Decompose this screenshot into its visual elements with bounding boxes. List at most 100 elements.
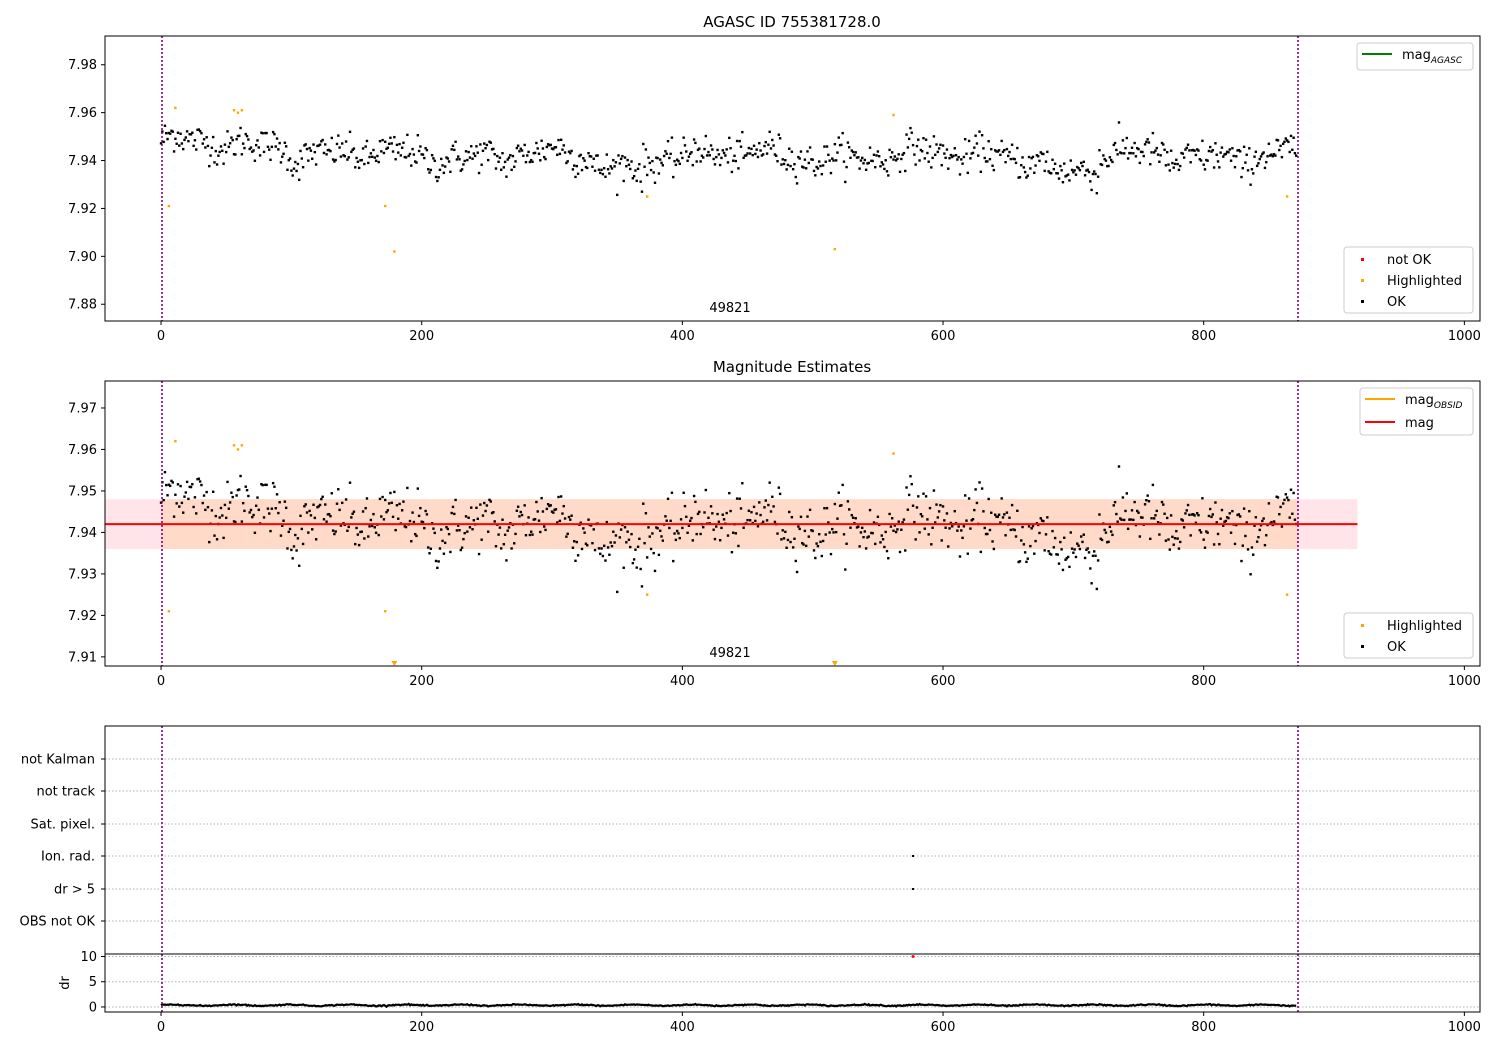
ok-point — [818, 532, 821, 536]
ok-point — [846, 141, 850, 144]
ok-point — [761, 520, 765, 524]
ok-point — [636, 545, 640, 548]
ok-point — [540, 496, 543, 500]
ok-point — [947, 545, 950, 548]
ok-point — [438, 168, 442, 172]
y-tick-label: 7.97 — [68, 401, 97, 416]
ok-point — [381, 495, 384, 499]
ok-point — [571, 168, 575, 171]
ok-point — [897, 520, 900, 523]
ok-point — [1276, 139, 1280, 142]
ok-point — [776, 160, 779, 163]
ok-point — [503, 533, 507, 536]
ok-point — [601, 554, 605, 558]
ok-point — [558, 152, 562, 156]
ok-point — [400, 146, 404, 149]
ok-point — [165, 132, 168, 135]
ok-point — [1237, 513, 1241, 516]
ok-point — [648, 535, 651, 538]
ok-point — [440, 528, 443, 531]
ok-point — [248, 147, 251, 151]
ok-point — [1149, 537, 1152, 541]
ok-point — [331, 158, 335, 161]
ok-point — [815, 542, 818, 545]
ok-point — [1145, 140, 1148, 144]
ok-point — [944, 156, 947, 160]
ok-point — [655, 526, 658, 529]
ok-point — [687, 155, 691, 158]
ok-point — [751, 521, 754, 525]
ok-point — [170, 129, 173, 132]
ok-point — [210, 509, 214, 512]
ok-point — [1192, 513, 1195, 516]
ok-point — [327, 512, 331, 516]
ok-point — [329, 514, 332, 518]
ok-point — [690, 151, 693, 154]
ok-point — [447, 160, 451, 163]
panel-agasc-obsid-label: 49821 — [709, 301, 750, 316]
ok-point — [761, 153, 765, 156]
ok-point — [660, 535, 663, 538]
ok-point — [613, 165, 616, 168]
ok-point — [1160, 141, 1164, 145]
ok-point — [949, 153, 953, 157]
ok-point — [1228, 148, 1231, 151]
ok-point — [1263, 543, 1267, 547]
ok-point — [914, 538, 917, 541]
ok-point — [786, 163, 790, 167]
y-tick-label: 7.92 — [68, 609, 97, 624]
ok-point — [579, 153, 582, 157]
ok-point — [593, 169, 597, 172]
ok-point — [983, 156, 986, 160]
ok-point — [527, 516, 530, 519]
ok-point — [875, 154, 878, 157]
ok-point — [526, 154, 529, 157]
ok-point — [181, 147, 185, 151]
ok-point — [451, 505, 455, 509]
ok-point — [550, 510, 554, 513]
ok-point — [1068, 565, 1071, 569]
ok-point — [582, 157, 585, 160]
ok-point — [553, 508, 556, 511]
ok-point — [334, 530, 337, 533]
ok-point — [363, 537, 366, 540]
ok-point — [175, 142, 178, 145]
legend-highlighted-swatch — [1361, 624, 1364, 627]
ok-point — [166, 137, 169, 141]
ok-point — [699, 160, 702, 163]
ok-point — [464, 150, 468, 153]
ok-point — [333, 532, 336, 536]
ok-point — [450, 511, 453, 515]
ok-point — [927, 533, 930, 536]
ok-point — [629, 545, 632, 549]
ok-point — [1152, 517, 1156, 520]
ok-point — [950, 525, 954, 528]
ok-point — [909, 126, 912, 130]
ok-point — [308, 146, 311, 150]
ok-point — [468, 526, 472, 529]
ok-point — [619, 157, 623, 161]
ok-point — [977, 154, 980, 157]
ok-point — [640, 190, 644, 193]
ok-point — [1085, 169, 1088, 172]
ok-point — [540, 139, 543, 142]
ok-point — [168, 484, 172, 488]
ok-point — [1209, 145, 1212, 149]
ok-point — [1074, 555, 1078, 559]
ok-point — [1083, 174, 1087, 177]
ok-point — [785, 168, 788, 171]
ok-point — [438, 547, 442, 550]
ok-point — [888, 148, 891, 152]
ok-point — [1117, 121, 1121, 124]
ok-point — [750, 511, 753, 514]
ok-point — [1047, 170, 1050, 173]
ok-point — [682, 136, 685, 139]
ok-point — [1227, 516, 1230, 520]
ok-point — [1059, 164, 1062, 168]
ok-point — [961, 162, 964, 165]
ok-point — [741, 130, 744, 134]
ok-point — [702, 156, 705, 159]
ok-point — [1143, 503, 1147, 506]
ok-point — [948, 527, 951, 530]
ok-point — [1172, 166, 1175, 169]
